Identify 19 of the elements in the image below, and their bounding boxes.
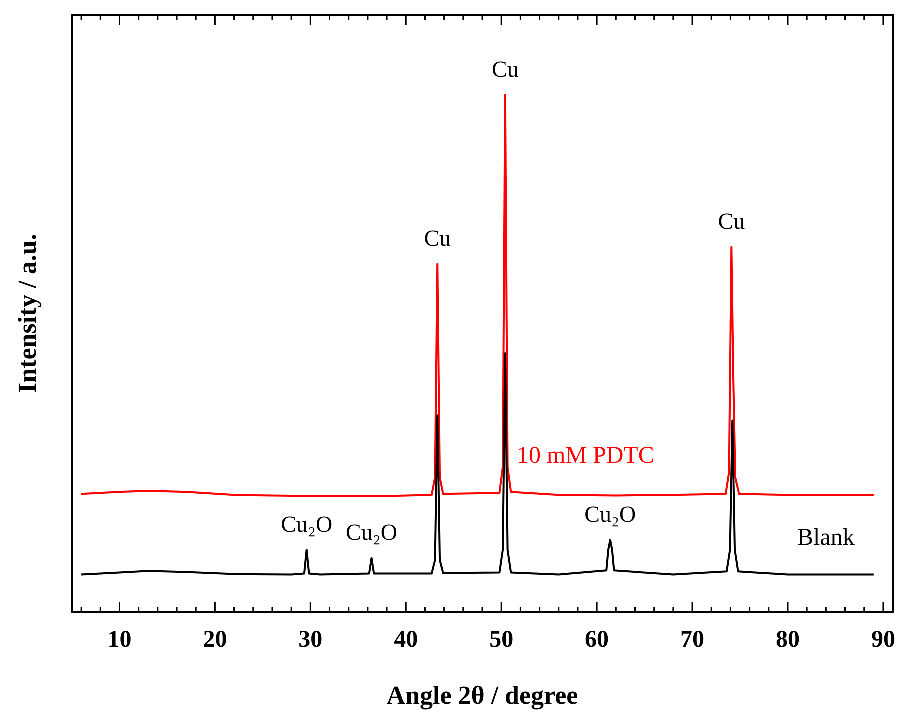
annotation: Cu <box>718 209 746 234</box>
x-tick-label: 70 <box>680 627 705 653</box>
annotation: Cu₂O <box>346 520 398 546</box>
x-tick-label: 60 <box>585 627 610 653</box>
annotation: Cu <box>424 226 452 252</box>
x-tick-label: 50 <box>490 627 514 653</box>
x-axis-title: Angle 2θ / degree <box>386 681 578 710</box>
y-axis-title: Intensity / a.u. <box>13 234 42 393</box>
annotation: Cu₂O <box>584 502 636 528</box>
x-tick-label: 80 <box>776 627 800 653</box>
x-tick-label: 40 <box>394 627 418 653</box>
annotation: Cu <box>492 57 520 82</box>
x-tick-label: 10 <box>108 627 132 653</box>
series-label: Blank <box>797 524 855 551</box>
x-tick-label: 30 <box>298 627 323 653</box>
x-tick-label: 90 <box>871 627 896 653</box>
annotation: Cu₂O <box>281 512 333 537</box>
series-label: 10 mM PDTC <box>516 443 654 470</box>
x-tick-label: 20 <box>203 627 228 653</box>
